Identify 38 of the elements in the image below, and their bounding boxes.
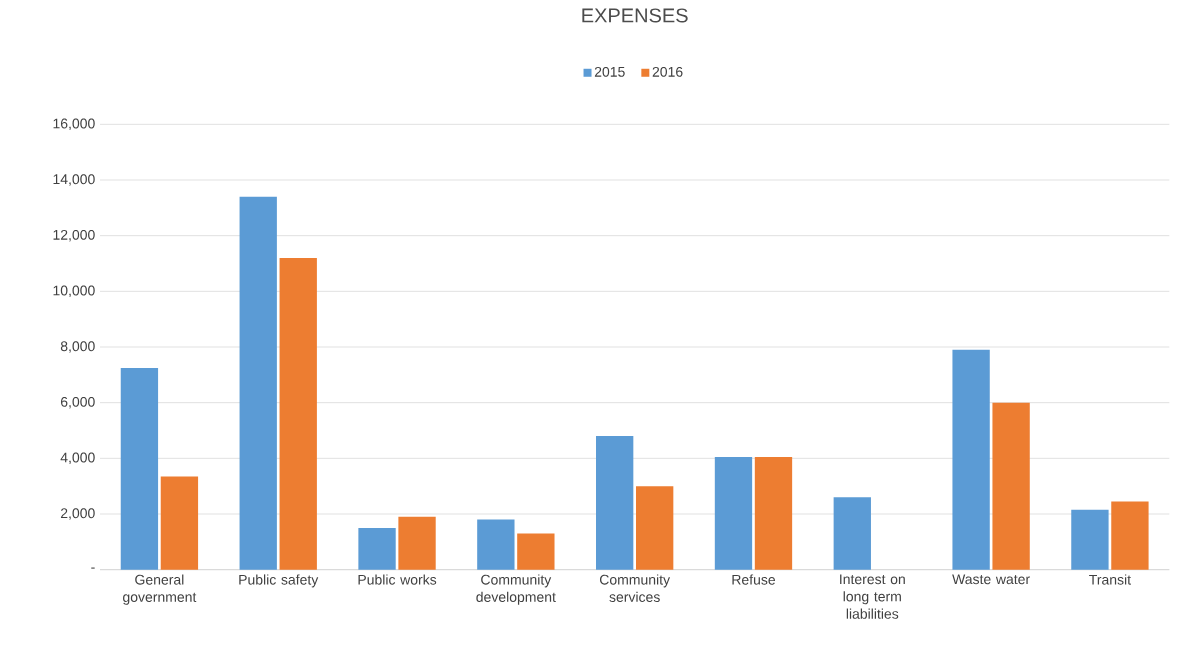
x-tick-label: Community development — [476, 574, 556, 605]
y-tick-label: - — [91, 567, 95, 569]
bar — [239, 196, 277, 570]
y-tick-label: 8,000 — [60, 341, 95, 353]
bar — [833, 497, 871, 570]
x-tick-label: Transit — [1089, 574, 1131, 585]
y-tick-label: 2,000 — [60, 508, 95, 520]
bar — [160, 476, 199, 570]
x-tick-label: General government — [123, 574, 197, 605]
x-tick-label: Public safety — [239, 574, 319, 588]
bar — [517, 533, 555, 570]
y-tick-label: 10,000 — [53, 285, 95, 298]
bar — [596, 436, 634, 570]
bar — [279, 257, 317, 570]
bar — [1111, 501, 1149, 570]
bar — [120, 367, 159, 570]
bar — [992, 402, 1030, 570]
legend-label: 2016 — [652, 66, 683, 77]
y-tick-label: 16,000 — [53, 118, 95, 131]
x-tick-label: Refuse — [732, 574, 776, 585]
bar — [952, 349, 990, 570]
x-tick-label: Waste water — [952, 574, 1030, 585]
chart-title: EXPENSES — [582, 8, 688, 23]
x-tick-label: Interest on long term liabilities — [840, 574, 905, 619]
bar — [754, 456, 793, 570]
bar — [636, 486, 674, 570]
y-tick-label: 4,000 — [60, 452, 95, 465]
bar — [714, 456, 753, 570]
bar — [477, 519, 515, 570]
legend-label: 2015 — [594, 66, 625, 77]
y-tick-label: 12,000 — [53, 229, 95, 242]
x-tick-label: Public works — [358, 574, 437, 585]
bar — [398, 516, 436, 570]
bar — [358, 527, 396, 570]
x-tick-label: Community services — [599, 574, 671, 602]
y-tick-label: 14,000 — [53, 174, 95, 186]
y-tick-label: 6,000 — [60, 396, 95, 409]
bar — [1071, 509, 1109, 570]
